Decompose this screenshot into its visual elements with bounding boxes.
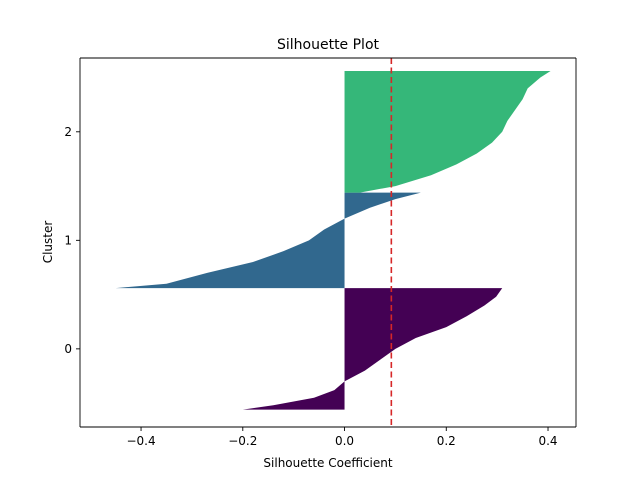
x-tick-label: 0.4 <box>538 434 557 448</box>
x-tick-label: −0.2 <box>228 434 257 448</box>
y-tick-label: 2 <box>64 125 72 139</box>
cluster-fills <box>115 71 551 410</box>
x-tick-label: 0.2 <box>437 434 456 448</box>
x-tick-label: 0.0 <box>335 434 354 448</box>
y-tick-label: 1 <box>64 233 72 247</box>
cluster-1-silhouette <box>115 192 421 289</box>
x-tick-label: −0.4 <box>126 434 155 448</box>
y-axis-ticks: 0 1 2 <box>64 125 80 356</box>
x-axis-label: Silhouette Coefficient <box>263 456 392 470</box>
chart-title: Silhouette Plot <box>277 37 380 53</box>
y-tick-label: 0 <box>64 342 72 356</box>
cluster-2-silhouette <box>344 71 551 193</box>
cluster-0-silhouette <box>242 288 503 410</box>
y-axis-label: Cluster <box>41 221 55 264</box>
axes-frame <box>79 57 577 428</box>
x-axis-ticks: −0.4 −0.2 0.0 0.2 0.4 <box>126 427 558 448</box>
